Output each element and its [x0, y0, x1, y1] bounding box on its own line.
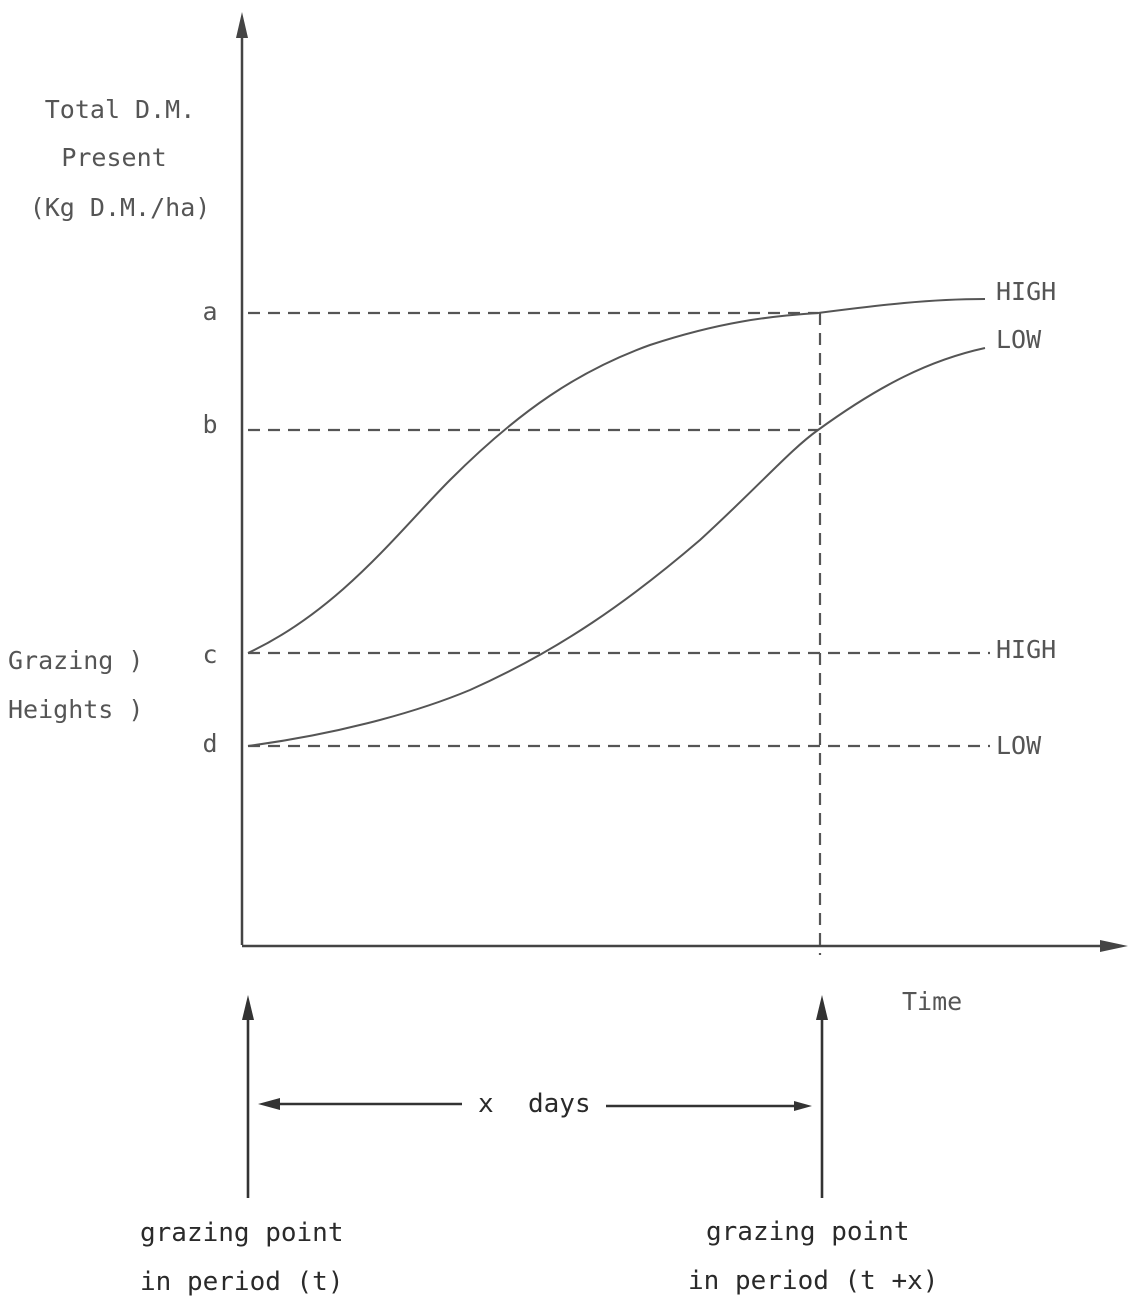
level-a: a [202, 297, 217, 326]
curve-label-low: LOW [996, 325, 1042, 354]
x-axis-arrowhead [1100, 940, 1128, 952]
curve-label-high: HIGH [996, 277, 1056, 306]
grazing-arrowhead-t [242, 995, 254, 1020]
interval-arrowhead-left [258, 1098, 280, 1110]
grazing-arrowhead-t-plus-x [816, 995, 828, 1020]
grazing-point-t-line2: in period (t) [140, 1267, 344, 1297]
height-label-high: HIGH [996, 635, 1056, 664]
interval-symbol: x [478, 1089, 494, 1119]
interval-unit: days [528, 1089, 591, 1119]
curve-high [247, 298, 986, 654]
level-c: c [202, 640, 217, 669]
level-d: d [202, 729, 217, 758]
side-label-line2: Heights ) [8, 695, 143, 724]
side-label-line1: Grazing ) [8, 646, 143, 675]
x-axis-label: Time [902, 987, 962, 1016]
curve-low [247, 347, 986, 747]
y-axis-label-line3: (Kg D.M./ha) [30, 193, 211, 222]
interval-arrowhead-right [794, 1101, 812, 1111]
level-b: b [202, 410, 217, 439]
grazing-point-t-line1: grazing point [140, 1218, 344, 1248]
y-axis-arrowhead [236, 12, 248, 38]
grazing-point-tx-line2: in period (t +x) [688, 1266, 938, 1296]
height-label-low: LOW [996, 731, 1042, 760]
y-axis-label-line2: Present [61, 143, 166, 172]
y-axis-label-line1: Total D.M. [45, 95, 196, 124]
grazing-point-tx-line1: grazing point [706, 1217, 910, 1247]
